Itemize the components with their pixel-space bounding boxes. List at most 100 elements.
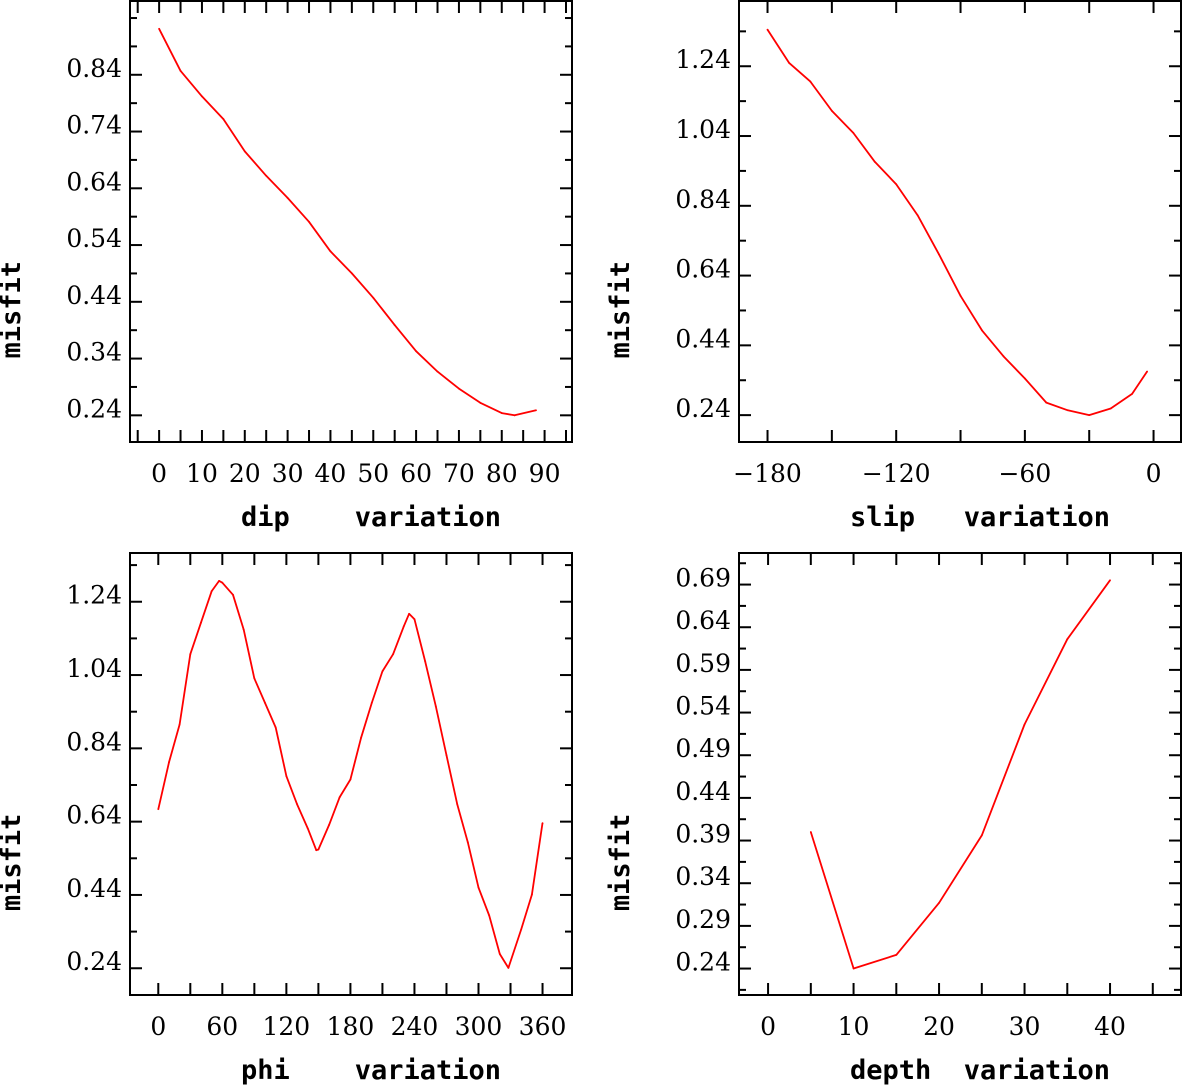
data-point [285, 775, 288, 778]
y-tick-label: 0.24 [675, 394, 731, 423]
misfit-series-line [158, 28, 537, 417]
data-point [329, 250, 332, 253]
y-tick-label: 0.44 [66, 874, 122, 903]
y-tick-label: 0.34 [675, 862, 731, 891]
data-point [788, 61, 790, 64]
x-tick-label: 10 [838, 1012, 870, 1041]
data-point [873, 160, 876, 163]
data-point [372, 296, 375, 299]
misfit-series-line [766, 29, 1148, 416]
data-point [243, 150, 246, 153]
data-point [415, 350, 418, 353]
data-point [1023, 723, 1026, 726]
x-tick-label: −180 [733, 459, 802, 488]
y-axis-title: misfit [0, 261, 27, 359]
x-tick-label: 60 [400, 459, 432, 488]
y-tick-label: 0.44 [675, 777, 731, 806]
y-axis-title: misfit [605, 261, 636, 359]
y-tick-label: 0.64 [66, 801, 122, 830]
y-tick-label: 0.34 [66, 338, 122, 367]
data-point [402, 625, 405, 628]
x-tick-label: 70 [443, 459, 475, 488]
data-point [350, 272, 353, 275]
data-point [168, 761, 170, 764]
data-point [852, 967, 855, 970]
data-point [895, 183, 898, 186]
y-tick-label: 0.54 [675, 692, 731, 721]
x-tick-label: 80 [486, 459, 518, 488]
data-point [530, 893, 533, 896]
data-point [317, 848, 320, 851]
data-point [488, 914, 491, 917]
data-point [221, 581, 224, 584]
data-point [477, 886, 480, 889]
data-point [157, 808, 160, 811]
data-point [408, 612, 411, 615]
x-axis-title: depth variation [850, 1055, 1110, 1086]
data-point [392, 653, 395, 656]
data-point [434, 705, 437, 708]
data-point [1109, 407, 1112, 410]
data-point [541, 822, 544, 825]
data-point [274, 726, 277, 729]
y-tick-label: 0.44 [675, 324, 731, 353]
data-point [201, 95, 203, 98]
data-point [349, 778, 352, 781]
x-tick-label: 240 [391, 1012, 439, 1041]
data-point [264, 701, 266, 704]
x-tick-label: 60 [206, 1012, 238, 1041]
data-point [370, 701, 373, 704]
y-axis-title: misfit [0, 814, 27, 912]
data-point [360, 736, 362, 739]
y-tick-label: 0.29 [675, 905, 731, 934]
x-axis-title: slip variation [850, 502, 1110, 533]
data-point [513, 414, 516, 417]
data-point [500, 412, 503, 414]
x-tick-label: 30 [1009, 1012, 1041, 1041]
x-tick-label: −60 [998, 459, 1051, 488]
x-tick-label: 180 [327, 1012, 375, 1041]
y-tick-label: 0.74 [66, 111, 122, 140]
data-point [1088, 414, 1091, 417]
subplot-slip: −180 −120 −60 0 0.24 0.44 0.64 0.84 1.04 1.24 slip… [605, 0, 1182, 533]
x-tick-label: 20 [229, 459, 261, 488]
y-tick-label: 0.84 [66, 54, 122, 83]
y-tick-label: 0.64 [675, 255, 731, 284]
y-tick-label: 0.69 [675, 564, 731, 593]
data-point [938, 253, 940, 256]
data-point [179, 69, 182, 72]
y-tick-label: 0.84 [66, 727, 122, 756]
y-tick-label: 0.54 [66, 224, 122, 253]
data-point [436, 370, 439, 373]
x-tick-label: 90 [529, 459, 561, 488]
x-tick-label: 50 [357, 459, 389, 488]
y-axis-title: misfit [605, 814, 636, 912]
data-point [424, 660, 427, 663]
data-point [200, 621, 202, 624]
data-point [445, 754, 448, 757]
subplot-depth: 0 10 20 30 40 0.24 0.29 0.34 0.39 0.44 0.49 0.54 0.5… [605, 552, 1182, 1086]
data-point [520, 928, 523, 931]
y-tick-label: 0.64 [675, 606, 731, 635]
subplot-dip: 0 10 20 30 40 50 60 70 80 90 0.24 0.34 0.44 0.54 0.64 0… [0, 0, 573, 533]
data-point [1109, 579, 1111, 582]
data-point [830, 110, 833, 112]
data-point [980, 834, 983, 837]
plot-frame [738, 552, 1182, 996]
data-point [178, 723, 181, 726]
misfit-series-line [809, 579, 1111, 970]
data-point [895, 953, 898, 956]
data-point [981, 329, 983, 332]
data-point [1002, 355, 1005, 358]
x-tick-label: −120 [862, 459, 931, 488]
data-point [286, 197, 289, 199]
data-point [916, 214, 919, 217]
data-point [507, 966, 510, 969]
x-tick-label: 40 [315, 459, 347, 488]
data-point [296, 803, 298, 805]
data-point [242, 628, 245, 631]
data-point [938, 901, 940, 904]
y-tick-label: 0.59 [675, 649, 731, 678]
y-tick-label: 0.24 [66, 394, 122, 423]
y-tick-label: 1.24 [66, 581, 122, 610]
